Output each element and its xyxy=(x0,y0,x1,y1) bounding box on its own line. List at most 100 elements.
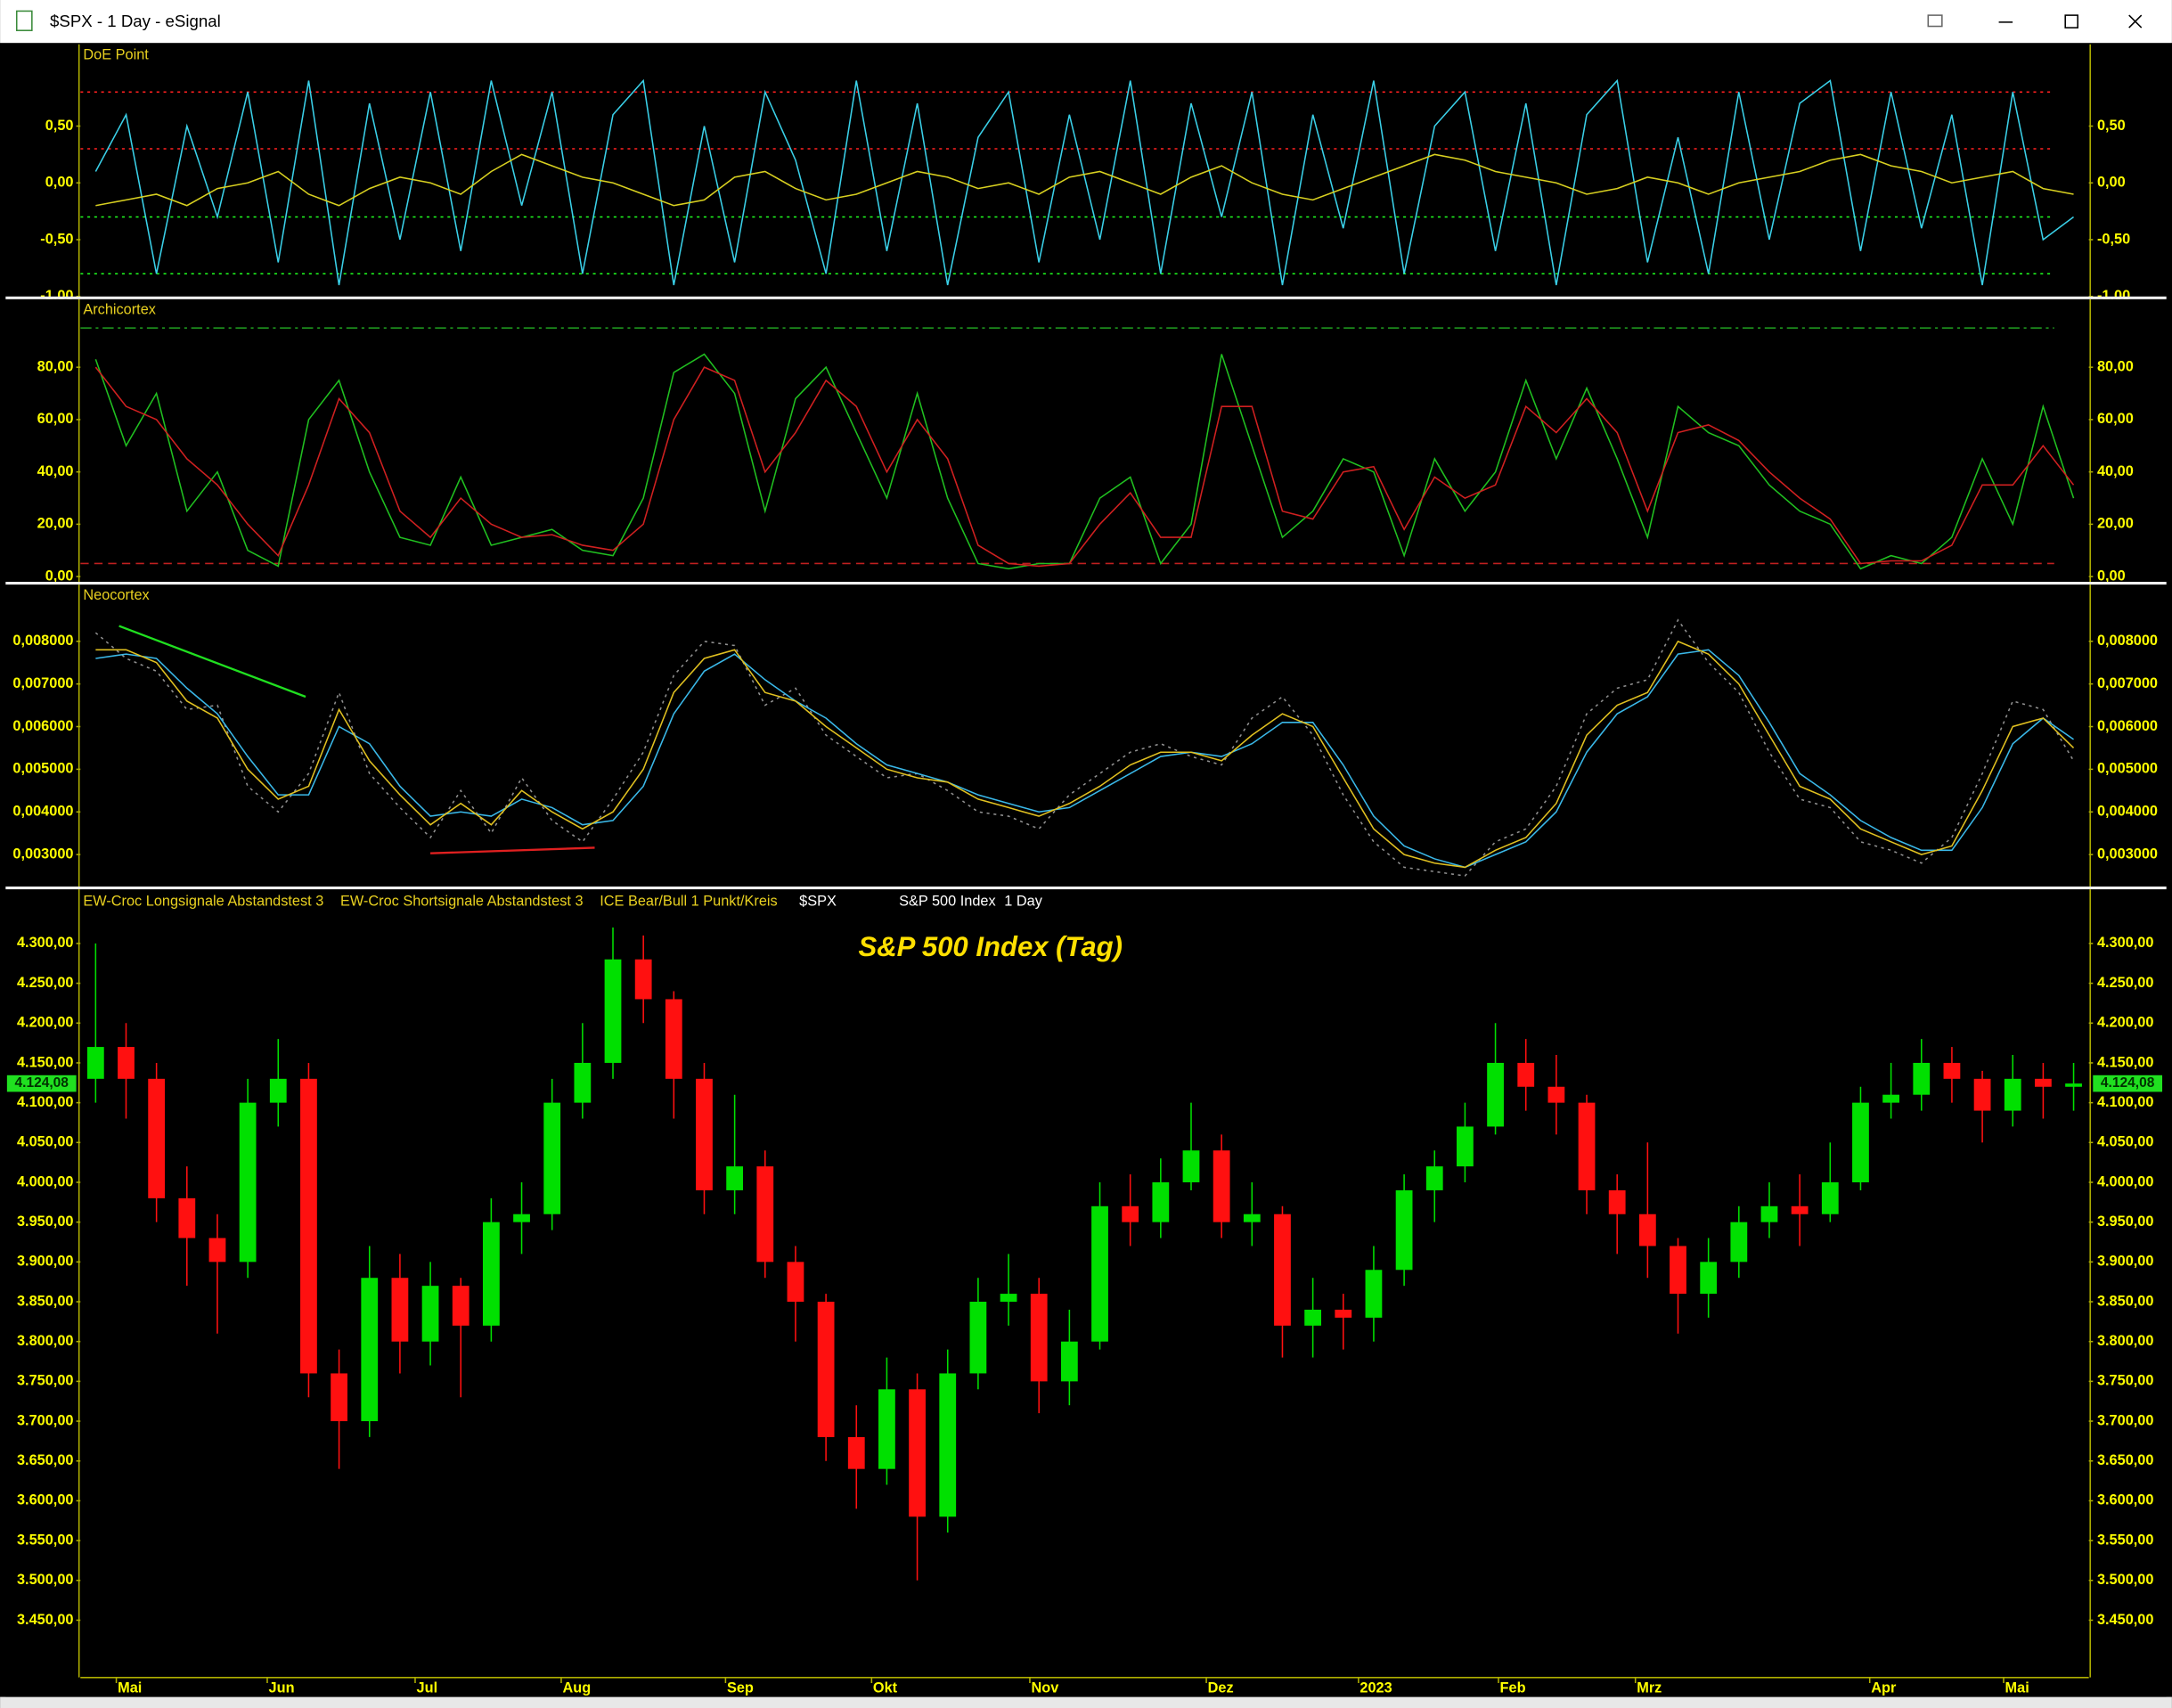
trendline xyxy=(430,846,595,854)
candle-body xyxy=(86,1047,104,1079)
candle-body xyxy=(1152,1181,1170,1222)
candle-body xyxy=(1913,1062,1931,1095)
candle-body xyxy=(696,1078,713,1190)
candle-body xyxy=(1487,1062,1504,1127)
y-tick-label-right: 3.450,00 xyxy=(2097,1612,2154,1628)
x-axis-strip xyxy=(5,1677,2167,1697)
y-tick-label-right: 40,00 xyxy=(2097,463,2134,479)
y-tick-label-right: 0,003000 xyxy=(2097,846,2158,862)
candle-body xyxy=(2065,1083,2082,1087)
y-tick-label-right: 4.100,00 xyxy=(2097,1094,2154,1110)
y-tick-label: 0,008000 xyxy=(12,633,73,649)
y-tick-label: 3.750,00 xyxy=(17,1373,74,1389)
close-button[interactable] xyxy=(2128,14,2143,29)
window-title: $SPX - 1 Day - eSignal xyxy=(50,12,221,30)
y-tick-label: 60,00 xyxy=(37,411,74,427)
y-tick-label: 0,004000 xyxy=(12,804,73,820)
candle-body xyxy=(391,1278,409,1342)
y-tick-label: 3.850,00 xyxy=(17,1293,74,1309)
candle-body xyxy=(1578,1102,1596,1190)
trendline xyxy=(118,625,306,699)
plot-area xyxy=(80,327,2075,570)
candle-body xyxy=(1791,1205,1809,1214)
candle-body xyxy=(239,1102,257,1263)
y-tick-label-right: 20,00 xyxy=(2097,516,2134,532)
y-tick-label: 0,50 xyxy=(45,118,74,134)
toolbar-text: 1 Day xyxy=(1004,893,1042,909)
candle-body xyxy=(939,1373,957,1517)
candle-body xyxy=(1852,1102,1869,1182)
indicator-line xyxy=(95,640,2075,869)
candle-body xyxy=(1457,1126,1474,1167)
candle-body xyxy=(1517,1062,1535,1087)
candle-body xyxy=(452,1286,470,1326)
panel-background xyxy=(5,889,2167,1678)
x-tick-label: Jul xyxy=(417,1680,438,1696)
candle-body xyxy=(634,959,652,1000)
y-tick-label: 40,00 xyxy=(37,463,74,479)
candle-body xyxy=(1030,1294,1048,1382)
candle-body xyxy=(482,1222,500,1326)
candle-body xyxy=(1760,1205,1778,1222)
candle-body xyxy=(604,959,622,1063)
candle-body xyxy=(1365,1270,1383,1318)
last-price-tag-right xyxy=(2093,1075,2163,1092)
plot-area xyxy=(80,78,2074,286)
candle-body xyxy=(1670,1246,1686,1295)
y-tick-label-right: 3.550,00 xyxy=(2097,1532,2154,1548)
candle-body xyxy=(726,1166,744,1190)
candle-body xyxy=(1335,1309,1352,1318)
x-tick-label: Okt xyxy=(873,1680,898,1696)
y-tick-label-right: 3.500,00 xyxy=(2097,1572,2154,1588)
y-tick-label-right: 4.300,00 xyxy=(2097,935,2154,951)
y-tick-label: 3.950,00 xyxy=(17,1214,74,1230)
y-tick-label-right: 60,00 xyxy=(2097,411,2134,427)
candle-body xyxy=(1243,1214,1261,1222)
y-tick-label: 0,007000 xyxy=(12,675,73,691)
y-tick-label-right: 3.700,00 xyxy=(2097,1412,2154,1428)
candle-body xyxy=(1700,1262,1718,1295)
y-tick-label: 3.550,00 xyxy=(17,1532,74,1548)
candle-body xyxy=(421,1286,439,1342)
y-tick-label: 4.300,00 xyxy=(17,935,74,951)
candle-body xyxy=(118,1047,135,1079)
candle-body xyxy=(1091,1205,1108,1342)
candle-body xyxy=(1821,1181,1839,1214)
indicator-legend: EW-Croc Longsignale Abstandstest 3 xyxy=(83,893,323,909)
indicator-line xyxy=(94,353,2075,570)
candle-body xyxy=(1608,1189,1626,1214)
y-tick-label-right: 80,00 xyxy=(2097,358,2134,374)
panel-background xyxy=(5,44,2167,297)
y-tick-label-right: 3.950,00 xyxy=(2097,1214,2154,1230)
candle-body xyxy=(665,999,682,1079)
panel-background xyxy=(5,584,2167,887)
x-tick-label: Aug xyxy=(562,1680,591,1696)
y-tick-label-right: 4.250,00 xyxy=(2097,975,2154,991)
y-tick-label-right: 3.750,00 xyxy=(2097,1373,2154,1389)
y-tick-label: -0,50 xyxy=(40,231,73,247)
candle-body xyxy=(1638,1214,1656,1246)
scrollbar[interactable] xyxy=(0,1696,2172,1708)
y-tick-label-right: 4.000,00 xyxy=(2097,1173,2154,1189)
y-tick-label-right: 3.650,00 xyxy=(2097,1452,2154,1468)
restore-button[interactable] xyxy=(1927,14,1943,28)
maximize-button[interactable] xyxy=(2064,14,2078,29)
y-tick-label: 4.150,00 xyxy=(17,1054,74,1070)
y-tick-label-right: -0,50 xyxy=(2097,231,2130,247)
app-icon xyxy=(15,10,33,31)
y-tick-label: 3.650,00 xyxy=(17,1452,74,1468)
plot-area xyxy=(86,928,2082,1581)
x-tick-label: Sep xyxy=(727,1680,754,1696)
title-bar xyxy=(0,0,2172,44)
y-tick-label-right: 3.800,00 xyxy=(2097,1333,2154,1349)
candle-body xyxy=(331,1373,347,1422)
y-tick-label-right: 4.050,00 xyxy=(2097,1134,2154,1150)
y-tick-label: 80,00 xyxy=(37,358,74,374)
candle-body xyxy=(513,1214,530,1222)
candle-body xyxy=(817,1302,835,1437)
y-tick-label-right: 4.150,00 xyxy=(2097,1054,2154,1070)
y-tick-label: 4.050,00 xyxy=(17,1134,74,1150)
candle-body xyxy=(574,1062,592,1103)
y-tick-label-right: 0,006000 xyxy=(2097,718,2158,734)
candle-body xyxy=(847,1436,865,1469)
